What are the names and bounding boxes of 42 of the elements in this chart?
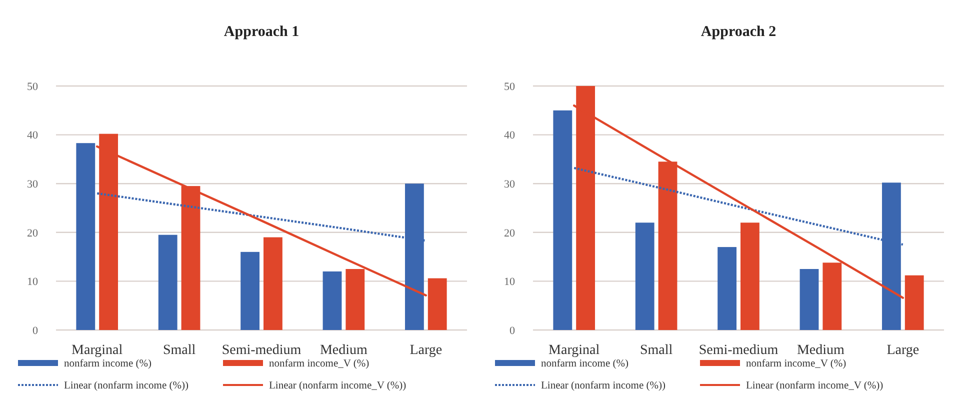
bar	[264, 237, 282, 330]
bar	[800, 269, 819, 330]
legend-label: Linear (nonfarm income_V (%))	[269, 380, 407, 392]
bar	[158, 234, 178, 330]
y-tick-label: 10	[504, 276, 516, 288]
y-tick-label: 50	[27, 80, 38, 93]
legend-label: Linear (nonfarm income (%))	[541, 380, 666, 392]
bar	[322, 271, 342, 330]
chart-title: Approach 1	[224, 24, 300, 40]
bar	[740, 222, 760, 330]
chart-title: Approach 2	[700, 24, 776, 40]
y-tick-label: 10	[27, 276, 38, 288]
x-tick-label: Medium	[796, 343, 845, 358]
legend-label: Linear (nonfarm income_V (%))	[746, 380, 884, 392]
legend-label: nonfarm income (%)	[64, 358, 152, 370]
x-tick-label: Large	[410, 343, 442, 358]
x-tick-label: Marginal	[72, 343, 123, 358]
x-tick-label: Small	[162, 343, 196, 358]
bar	[240, 252, 260, 330]
x-tick-label: Semi-medium	[698, 343, 778, 358]
bar	[718, 247, 736, 330]
legend-label: nonfarm income (%)	[541, 358, 629, 370]
y-tick-label: 40	[504, 130, 516, 142]
x-tick-label: Semi-medium	[222, 343, 302, 358]
legend-label: Linear (nonfarm income (%))	[64, 380, 189, 392]
y-tick-label: 50	[504, 80, 516, 93]
y-tick-label: 0	[32, 324, 38, 337]
x-tick-label: Marginal	[548, 343, 600, 358]
bar	[553, 110, 572, 330]
y-tick-label: 40	[27, 130, 38, 142]
x-tick-label: Medium	[320, 343, 368, 358]
bar	[635, 222, 654, 330]
x-tick-label: Small	[640, 343, 673, 358]
y-tick-label: 20	[27, 227, 38, 240]
y-tick-label: 0	[510, 324, 516, 337]
x-tick-label: Large	[886, 343, 920, 358]
y-tick-label: 20	[504, 227, 516, 240]
y-tick-label: 30	[27, 178, 38, 190]
legend-label: nonfarm income_V (%)	[746, 358, 847, 370]
legend-label: nonfarm income_V (%)	[269, 358, 370, 370]
y-tick-label: 30	[504, 178, 516, 190]
bar	[76, 143, 96, 330]
